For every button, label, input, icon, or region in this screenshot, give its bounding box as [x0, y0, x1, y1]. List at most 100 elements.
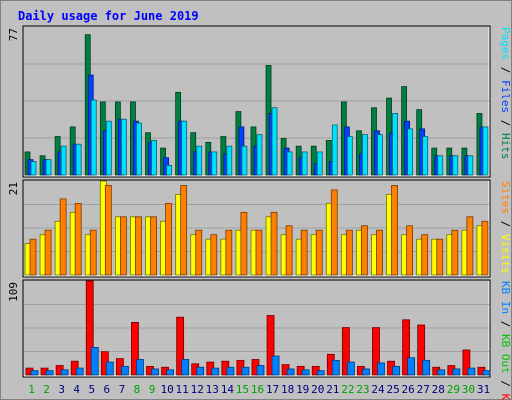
- bar-kb-in-day-14: KB In 14: 9: [226, 366, 235, 376]
- bar-kb-f-day-24: KB F 24: 55: [372, 327, 380, 376]
- day-label: 30: [462, 383, 475, 396]
- bar-sites-day-16: Sites 16: 10: [255, 229, 263, 276]
- bar-pages-day-7: Pages 7: 29: [120, 118, 127, 176]
- bar-kb-in-day-7: KB In 7: 10: [120, 365, 129, 376]
- bar-pages-day-20: Pages 20: 12: [316, 151, 323, 176]
- bar-kb-f-day-8: KB F 8: 61: [131, 321, 139, 376]
- day-label: 3: [58, 383, 65, 396]
- legend-entry: KB In: [499, 281, 512, 314]
- bar-sites-day-23: Sites 23: 11: [361, 225, 368, 276]
- bar-pages-day-27: Pages 27: 20: [422, 136, 429, 176]
- day-label: 4: [73, 383, 80, 396]
- legend-entry: Pages: [499, 27, 512, 60]
- bar-kb-f-day-22: KB F 22: 55: [341, 327, 350, 376]
- day-label: 31: [477, 383, 490, 396]
- bar-kb-in-day-25: KB In 25: 10: [392, 365, 400, 376]
- day-label: 9: [149, 383, 156, 396]
- bar-pages-day-13: Pages 13: 12: [211, 151, 218, 176]
- legend-entry: KB F: [499, 394, 512, 400]
- bar-pages-day-31: Pages 31: 25: [482, 126, 489, 176]
- bar-kb-in-day-12: KB In 12: 9: [196, 366, 205, 376]
- bar-sites-day-6: Sites 6: 20: [104, 185, 112, 276]
- bar-pages-day-21: Pages 21: 26: [331, 124, 338, 176]
- bar-kb-in-day-6: KB In 6: 15: [105, 361, 114, 376]
- legend-entry: Hits: [499, 133, 512, 160]
- legend-entry: KB Out: [499, 334, 512, 374]
- bar-sites-day-29: Sites 29: 10: [451, 229, 459, 276]
- bar-pages-day-2: Pages 2: 8: [45, 159, 52, 176]
- legend-entry: Visits: [499, 234, 512, 274]
- bar-sites-day-31: Sites 31: 12: [481, 220, 489, 276]
- bar-sites-day-7: Sites 7: 13: [119, 216, 127, 276]
- bar-pages-day-12: Pages 12: 15: [196, 145, 203, 176]
- day-label: 19: [296, 383, 309, 396]
- day-label: 12: [191, 383, 204, 396]
- day-label: 16: [251, 383, 264, 396]
- chart-title: Daily usage for June 2019: [18, 9, 199, 23]
- bar-kb-in-day-20: KB In 20: 5: [316, 370, 325, 376]
- day-label: 15: [236, 383, 249, 396]
- bar-kb-in-day-21: KB In 21: 17: [331, 359, 340, 376]
- legend: KB In / KB Out / KB F: [499, 281, 512, 400]
- bar-sites-day-13: Sites 13: 9: [210, 234, 218, 276]
- bar-kb-in-day-8: KB In 8: 18: [136, 359, 144, 376]
- bar-sites-day-24: Sites 24: 10: [376, 229, 383, 276]
- legend-entry: Sites: [499, 181, 512, 214]
- bar-pages-day-3: Pages 3: 15: [60, 145, 67, 176]
- day-label: 27: [417, 383, 430, 396]
- legend-separator: /: [499, 60, 512, 80]
- bar-pages-day-8: Pages 8: 27: [136, 122, 142, 176]
- bar-pages-day-18: Pages 18: 12: [286, 151, 293, 176]
- bar-pages-day-9: Pages 9: 18: [151, 140, 157, 176]
- bar-sites-day-14: Sites 14: 10: [225, 229, 233, 276]
- panel-1: 77 Pages / Files / HitsHits 1: 12Files 1:…: [7, 25, 512, 178]
- bar-sites-day-11: Sites 11: 20: [180, 185, 188, 276]
- day-label: 22: [341, 383, 354, 396]
- bar-sites-day-27: Sites 27: 9: [421, 234, 429, 276]
- bar-pages-day-10: Pages 10: 5: [166, 164, 172, 176]
- bar-sites-day-12: Sites 12: 10: [195, 229, 203, 276]
- bar-sites-day-15: Sites 15: 14: [240, 211, 248, 276]
- legend-entry: Files: [499, 80, 512, 113]
- bar-kb-in-day-26: KB In 26: 20: [407, 357, 416, 376]
- legend-separator: /: [499, 214, 512, 234]
- bar-kb-f-day-30: KB F 30: 29: [462, 349, 471, 376]
- bar-kb-in-day-19: KB In 19: 6: [301, 369, 310, 376]
- day-label: 14: [221, 383, 235, 396]
- bar-kb-in-day-5: KB In 5: 32: [90, 347, 99, 376]
- bar-sites-day-10: Sites 10: 16: [165, 202, 172, 276]
- day-label: 17: [266, 383, 279, 396]
- bar-kb-in-day-11: KB In 11: 18: [181, 359, 190, 376]
- bar-pages-day-30: Pages 30: 10: [467, 155, 474, 176]
- bar-sites-day-30: Sites 30: 13: [466, 216, 474, 276]
- bar-pages-day-17: Pages 17: 35: [271, 107, 278, 176]
- bar-sites-day-22: Sites 22: 10: [345, 229, 353, 276]
- bar-kb-in-day-4: KB In 4: 8: [75, 367, 84, 376]
- y-max-label: 109: [7, 282, 20, 302]
- day-label: 5: [88, 383, 95, 396]
- bar-sites-day-26: Sites 26: 11: [406, 225, 414, 276]
- bar-sites-day-19: Sites 19: 10: [300, 229, 308, 276]
- chart-panels: 77 Pages / Files / HitsHits 1: 12Files 1:…: [7, 25, 512, 400]
- day-label: 26: [402, 383, 415, 396]
- bar-kb-in-day-29: KB In 29: 7: [452, 368, 461, 376]
- bar-sites-day-2: Sites 2: 10: [44, 229, 52, 276]
- bar-pages-day-11: Pages 11: 28: [181, 120, 188, 176]
- bar-sites-day-9: Sites 9: 13: [150, 216, 157, 276]
- day-label: 18: [281, 383, 294, 396]
- bar-kb-in-day-30: KB In 30: 8: [467, 367, 476, 376]
- bar-sites-day-21: Sites 21: 19: [330, 189, 338, 276]
- bar-kb-in-day-13: KB In 13: 8: [211, 367, 220, 376]
- bar-kb-in-day-28: KB In 28: 6: [437, 369, 446, 376]
- bar-sites-day-17: Sites 17: 14: [270, 211, 278, 276]
- bar-pages-day-24: Pages 24: 21: [377, 134, 383, 176]
- bar-kb-in-day-17: KB In 17: 22: [271, 355, 280, 376]
- day-axis: 1 2 3 4 5 6 7 8 9 10 11 12 13 14 15 16 17 18 19 20 21 22 23 24 2…: [28, 383, 490, 396]
- bar-pages-day-29: Pages 29: 10: [452, 155, 459, 176]
- bar-kb-f-day-27: KB F 27: 58: [417, 324, 426, 376]
- legend: Pages / Files / Hits: [499, 27, 512, 160]
- bar-pages-day-22: Pages 22: 20: [346, 136, 353, 176]
- legend-separator: /: [499, 113, 512, 133]
- day-label: 11: [176, 383, 189, 396]
- bar-pages-day-5: Pages 5: 39: [90, 99, 97, 176]
